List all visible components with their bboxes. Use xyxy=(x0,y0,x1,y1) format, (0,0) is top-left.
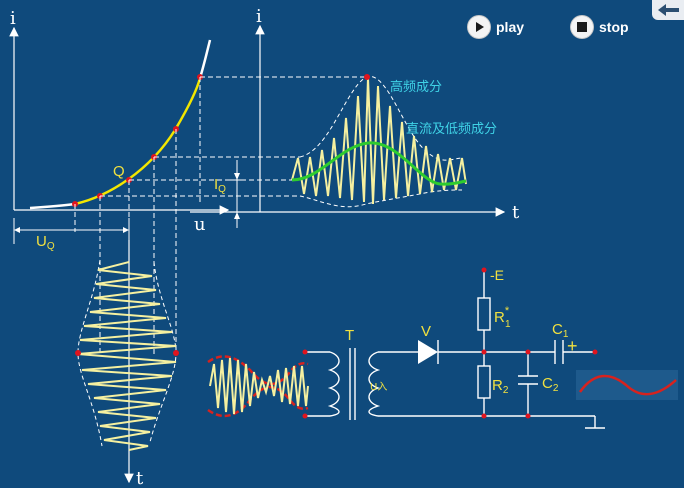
output-current-wave xyxy=(291,77,467,205)
r2-label: R2 xyxy=(492,377,509,396)
characteristic-curve-upper xyxy=(198,39,212,79)
u-in-label: U入 xyxy=(370,382,387,393)
back-arrow-icon xyxy=(658,4,666,16)
stop-button[interactable]: stop xyxy=(571,15,629,39)
uq-label: UQ xyxy=(36,233,55,252)
back-arrow-shaft xyxy=(665,8,679,12)
axis-t-bottom-label: t xyxy=(136,468,144,488)
c1-label: C1 xyxy=(552,321,569,340)
diode-label: V xyxy=(421,323,431,340)
point-q-label: Q xyxy=(113,163,125,180)
input-peak-left xyxy=(75,350,81,356)
axis-i-left-label: i xyxy=(10,8,16,29)
output-peak xyxy=(364,74,370,80)
characteristic-curve xyxy=(74,77,202,206)
r1-sub-label: 1 xyxy=(505,319,511,330)
stop-icon xyxy=(571,16,593,38)
axis-i-right-label: i xyxy=(256,6,262,27)
back-button[interactable] xyxy=(652,0,684,20)
projection-lines xyxy=(74,76,366,356)
high-freq-label: 高频成分 xyxy=(390,79,442,95)
dc-low-freq-wave xyxy=(291,141,467,186)
characteristic-curve-lower xyxy=(29,202,76,210)
output-audio-wave xyxy=(578,374,677,396)
play-icon xyxy=(468,16,490,38)
transformer-label: T xyxy=(345,327,354,344)
stop-label: stop xyxy=(599,19,629,35)
input-voltage-wave xyxy=(77,261,177,451)
circuit-nodes xyxy=(302,267,598,419)
circuit-wiring xyxy=(305,270,605,429)
minus-e-label: -E xyxy=(490,267,504,283)
play-label: play xyxy=(496,19,525,35)
play-button[interactable]: play xyxy=(468,15,524,39)
axis-u-label: u xyxy=(194,214,206,235)
c1-plus-label: + xyxy=(567,336,578,356)
am-envelope xyxy=(207,355,309,418)
c2-label: C2 xyxy=(542,375,559,394)
axis-t-right-label: t xyxy=(512,202,520,223)
input-peak-right xyxy=(173,350,179,356)
iq-label: IQ xyxy=(214,176,226,195)
diode-symbol xyxy=(418,340,438,364)
dc-low-freq-label: 直流及低频成分 xyxy=(406,122,497,137)
am-signal-wave xyxy=(209,357,309,415)
r1-label: R* xyxy=(494,305,510,326)
